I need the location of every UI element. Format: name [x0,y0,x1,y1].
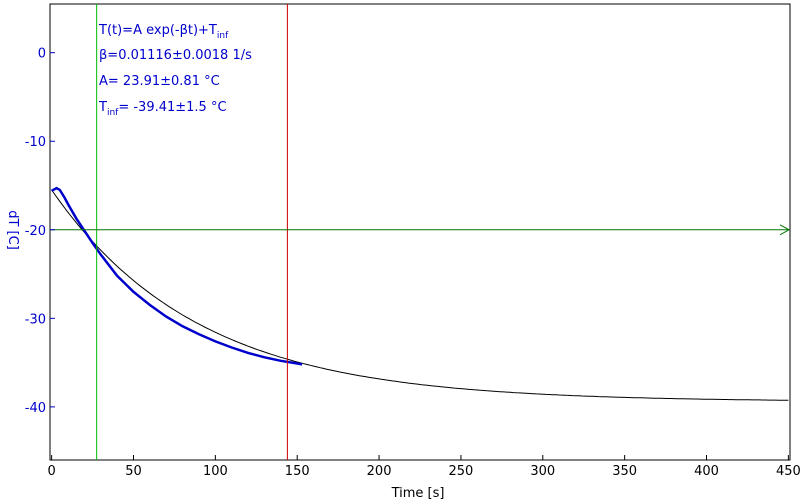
annotation-amplitude: A= 23.91±0.81 °C [99,74,220,89]
axis-ticks: 0 50 100 150 200 250 300 350 400 450 0 -10 -20 -30 -40 [25,47,800,479]
arrow-icon [779,224,791,236]
x-tick-label: 100 [203,464,228,479]
y-tick-label: -10 [25,135,46,150]
annotation-beta: β=0.01116±0.0018 1/s [99,48,252,63]
measured-data-line [51,186,303,366]
x-tick-label: 250 [449,464,474,479]
x-tick-label: 200 [367,464,392,479]
x-axis-title: Time [s] [391,486,445,501]
y-tick-label: -20 [25,224,46,239]
x-tick-label: 150 [285,464,310,479]
x-tick-label: 50 [125,464,142,479]
plot-area [49,3,791,461]
annotation-formula: T(t)=A exp(-βt)+Tinf [98,23,229,41]
x-tick-label: 0 [47,464,55,479]
y-axis-title: dT [C] [5,210,20,250]
x-tick-label: 450 [776,464,800,479]
x-tick-label: 350 [612,464,637,479]
fit-curve [51,189,789,401]
chart-marks [50,4,791,460]
y-tick-label: 0 [38,47,46,62]
y-tick-label: -40 [25,401,46,416]
annotation-tinf: Tinf= -39.41±1.5 °C [98,100,227,118]
y-tick-label: -30 [25,312,46,327]
x-tick-label: 400 [694,464,719,479]
x-tick-label: 300 [530,464,555,479]
